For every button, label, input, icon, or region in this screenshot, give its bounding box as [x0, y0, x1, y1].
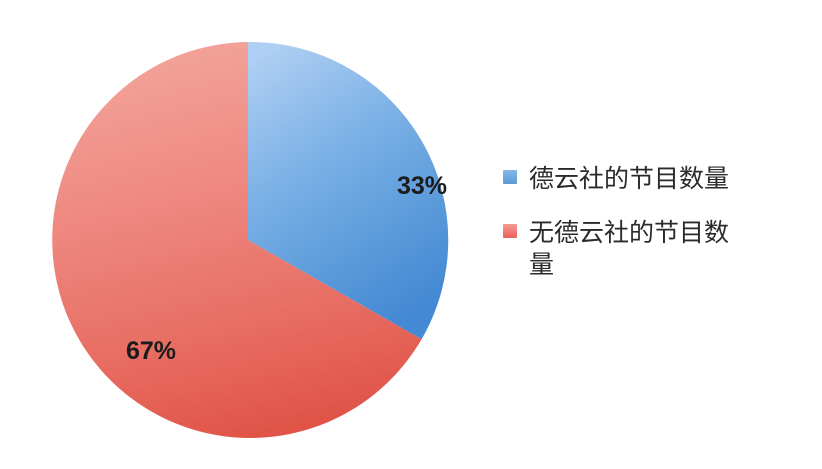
legend-item-no-deyunshe[interactable]: 无德云社的节目数量	[503, 217, 803, 281]
legend-item-deyunshe[interactable]: 德云社的节目数量	[503, 163, 803, 195]
slice-label-no-deyunshe: 67%	[126, 337, 177, 365]
pie-svg	[52, 41, 449, 438]
pie-slice-no-deyunshe[interactable]	[52, 42, 422, 438]
pie-slice-deyunshe[interactable]	[248, 41, 449, 340]
pie-plot-area: 33% 67%	[42, 34, 454, 446]
legend-swatch-blue-icon	[503, 170, 517, 184]
legend-swatch-red-icon	[503, 224, 517, 238]
legend-label-deyunshe: 德云社的节目数量	[529, 164, 730, 193]
chart-legend: 德云社的节目数量 无德云社的节目数量	[503, 163, 803, 303]
slice-label-deyunshe: 33%	[397, 172, 448, 200]
legend-label-no-deyunshe: 无德云社的节目数量	[529, 218, 730, 279]
